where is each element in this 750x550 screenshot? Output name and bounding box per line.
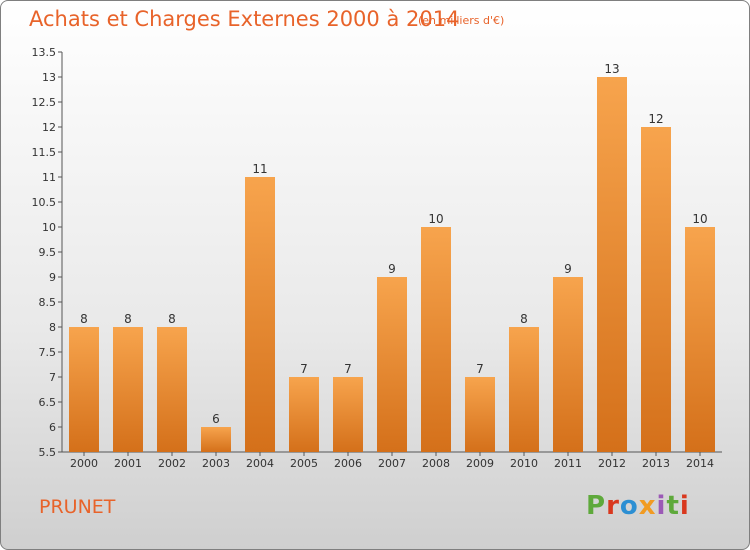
y-tick-label: 12 xyxy=(42,121,56,134)
proxiti-logo: Proxiti xyxy=(586,491,690,521)
y-tick-label: 9 xyxy=(49,271,56,284)
y-tick-label: 10.5 xyxy=(32,196,57,209)
y-tick-label: 8 xyxy=(49,321,56,334)
y-tick-label: 13.5 xyxy=(32,46,57,59)
data-label: 7 xyxy=(344,362,352,376)
bar xyxy=(377,277,407,452)
data-label: 10 xyxy=(692,212,707,226)
y-tick-label: 7 xyxy=(49,371,56,384)
y-tick-label: 13 xyxy=(42,71,56,84)
data-label: 9 xyxy=(564,262,572,276)
data-label: 8 xyxy=(80,312,88,326)
x-tick-label: 2011 xyxy=(554,457,582,470)
y-tick-label: 11 xyxy=(42,171,56,184)
bar xyxy=(465,377,495,452)
x-tick-label: 2001 xyxy=(114,457,142,470)
bar xyxy=(509,327,539,452)
bar xyxy=(641,127,671,452)
bar xyxy=(333,377,363,452)
data-label: 7 xyxy=(300,362,308,376)
bar xyxy=(157,327,187,452)
y-tick-label: 6 xyxy=(49,421,56,434)
x-tick-label: 2010 xyxy=(510,457,538,470)
bar xyxy=(685,227,715,452)
data-label: 6 xyxy=(212,412,220,426)
bar xyxy=(421,227,451,452)
bar xyxy=(289,377,319,452)
bar xyxy=(201,427,231,452)
x-tick-label: 2009 xyxy=(466,457,494,470)
x-tick-label: 2006 xyxy=(334,457,362,470)
commune-name: PRUNET xyxy=(39,496,116,518)
data-label: 12 xyxy=(648,112,663,126)
x-tick-label: 2004 xyxy=(246,457,274,470)
data-label: 13 xyxy=(604,62,619,76)
bar xyxy=(113,327,143,452)
x-tick-label: 2002 xyxy=(158,457,186,470)
y-tick-label: 12.5 xyxy=(32,96,57,109)
y-tick-label: 8.5 xyxy=(39,296,57,309)
y-tick-label: 11.5 xyxy=(32,146,57,159)
data-label: 11 xyxy=(252,162,267,176)
bar xyxy=(597,77,627,452)
bar xyxy=(69,327,99,452)
x-tick-label: 2007 xyxy=(378,457,406,470)
x-tick-label: 2000 xyxy=(70,457,98,470)
chart-subtitle: (en milliers d'€) xyxy=(418,14,505,27)
data-label: 8 xyxy=(520,312,528,326)
x-tick-label: 2008 xyxy=(422,457,450,470)
y-tick-label: 7.5 xyxy=(39,346,57,359)
data-label: 8 xyxy=(168,312,176,326)
x-tick-label: 2003 xyxy=(202,457,230,470)
data-label: 8 xyxy=(124,312,132,326)
y-tick-label: 9.5 xyxy=(39,246,57,259)
bar xyxy=(245,177,275,452)
y-tick-label: 6.5 xyxy=(39,396,57,409)
bar xyxy=(553,277,583,452)
chart-title: Achats et Charges Externes 2000 à 2014 xyxy=(29,7,460,31)
data-label: 7 xyxy=(476,362,484,376)
x-tick-label: 2005 xyxy=(290,457,318,470)
data-label: 10 xyxy=(428,212,443,226)
x-tick-label: 2013 xyxy=(642,457,670,470)
y-tick-label: 5.5 xyxy=(39,446,57,459)
y-tick-label: 10 xyxy=(42,221,56,234)
x-tick-label: 2014 xyxy=(686,457,714,470)
data-label: 9 xyxy=(388,262,396,276)
x-tick-label: 2012 xyxy=(598,457,626,470)
